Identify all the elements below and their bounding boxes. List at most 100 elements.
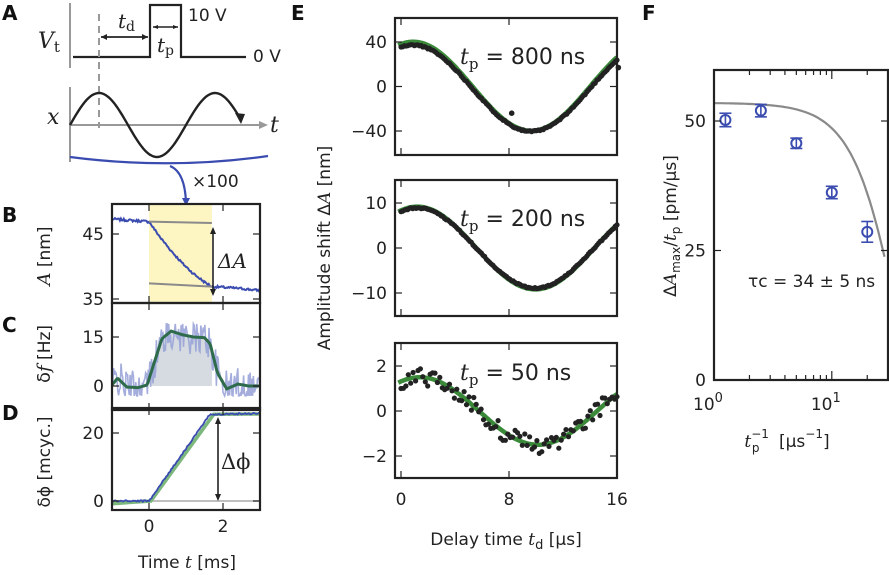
- xtick-base: 10: [811, 395, 833, 415]
- data-point: [410, 369, 416, 376]
- lower-guide-line: [148, 282, 212, 288]
- delta-a-annotation: ΔA: [217, 249, 247, 273]
- raw-frequency-series: [111, 320, 261, 399]
- label-value: = 50 ns: [478, 361, 571, 386]
- panel-e-ytick-label: −10: [351, 284, 387, 304]
- panel-e-subplot-3: tp = 50 ns 2 0 −2: [362, 341, 620, 480]
- data-point: [527, 434, 533, 440]
- data-point: [463, 402, 470, 408]
- measured-phase-series: [111, 411, 261, 504]
- panel-label-c: C: [2, 313, 17, 337]
- smoothed-frequency-series: [110, 329, 260, 391]
- panel-f-xlabel: t−1 p [µs−1]: [744, 427, 829, 455]
- data-point: [446, 381, 453, 387]
- data-point: [473, 401, 479, 407]
- panel-d-xtick-label: 0: [144, 517, 155, 537]
- panel-label-f: F: [642, 1, 656, 25]
- data-point: [413, 378, 419, 384]
- data-point: [585, 413, 591, 419]
- magnification-label: ×100: [192, 172, 239, 192]
- amplitude-envelope: [69, 154, 269, 165]
- panel-b: ΔA 35 45: [82, 202, 262, 310]
- panel-d-ytick-label: 0: [93, 492, 104, 512]
- low-voltage-label: 0 V: [253, 47, 281, 67]
- panel-e-xtick-label: 0: [396, 490, 407, 510]
- data-point: [790, 137, 803, 150]
- panel-e-ytick-label: 0: [376, 239, 387, 259]
- subplot-label: tp = 800 ns: [460, 45, 585, 73]
- data-point: [444, 385, 450, 391]
- panel-e-ytick-label: 40: [365, 33, 387, 53]
- panel-d-xlabel: Time t [ms]: [137, 553, 236, 573]
- data-point: [454, 386, 460, 392]
- vt-label: Vt: [38, 29, 60, 56]
- panel-e-frame: [393, 178, 619, 318]
- data-point: [602, 395, 608, 401]
- data-point: [556, 445, 562, 451]
- data-point: [590, 417, 596, 423]
- upper-guide-line: [148, 220, 212, 224]
- zoom-connector: [169, 164, 188, 204]
- panel-a-schematic: td tp 10 V 0 V Vt x t ×100: [38, 3, 281, 206]
- panel-f-ylabel: ΔAmax/tp [pm/µs]: [661, 155, 683, 297]
- data-point: [422, 379, 428, 385]
- data-point: [754, 104, 767, 117]
- panel-e-xtick-label: 8: [504, 490, 515, 510]
- panel-d-xtick-label: 2: [218, 517, 229, 537]
- x-label: x: [47, 105, 60, 130]
- data-point: [544, 437, 550, 443]
- data-point: [534, 438, 540, 444]
- data-point: [522, 431, 528, 437]
- data-point: [519, 442, 525, 448]
- data-point: [825, 186, 838, 199]
- data-point: [403, 383, 409, 389]
- data-point: [408, 380, 414, 386]
- panel-d-frame: [110, 406, 262, 512]
- data-point: [468, 407, 474, 413]
- panel-c-ytick-label: 0: [93, 377, 104, 397]
- time-axis-arrowhead: [259, 121, 268, 129]
- data-point: [432, 370, 438, 376]
- data-point: [582, 425, 589, 431]
- data-point: [578, 418, 584, 424]
- delta-phi-arrowhead-top: [215, 417, 221, 424]
- data-point: [517, 433, 523, 439]
- data-point: [451, 395, 457, 401]
- panel-label-d: D: [2, 401, 19, 425]
- delta-a-arrowhead-top: [210, 227, 216, 234]
- data-point: [502, 437, 508, 443]
- voltage-pulse: [73, 3, 246, 59]
- data-point: [478, 406, 484, 412]
- delta-phi-annotation: Δϕ: [221, 450, 250, 474]
- data-point: [719, 113, 732, 126]
- data-point: [524, 442, 530, 448]
- data-point: [558, 437, 564, 443]
- data-point: [495, 418, 501, 424]
- data-point: [420, 374, 426, 380]
- data-point: [434, 379, 440, 386]
- panel-d-ytick-label: 20: [82, 424, 104, 444]
- data-point: [509, 434, 516, 440]
- zoom-arrowhead: [182, 198, 190, 206]
- panel-f-ytick-label: 25: [684, 242, 706, 262]
- subplot-label: tp = 50 ns: [460, 361, 571, 389]
- panel-label-e: E: [291, 1, 305, 25]
- label-sub: p: [469, 55, 479, 73]
- tp-arrow-head-right: [173, 25, 178, 29]
- data-point: [861, 225, 874, 238]
- panel-f-ytick-label: 50: [684, 112, 706, 132]
- oscillation-curve: [68, 91, 242, 159]
- data-point: [587, 408, 593, 414]
- data-point: [437, 374, 443, 380]
- label-sub: p: [469, 371, 479, 389]
- data-point: [563, 427, 569, 433]
- data-point: [405, 372, 411, 378]
- panel-b-ytick-label: 45: [82, 225, 104, 245]
- data-point: [417, 366, 423, 372]
- panel-e-ytick-label: −40: [351, 122, 387, 142]
- highlight-region: [149, 204, 212, 303]
- panel-d-ylabel: δϕ [mcyc.]: [35, 416, 55, 507]
- data-point: [493, 424, 499, 430]
